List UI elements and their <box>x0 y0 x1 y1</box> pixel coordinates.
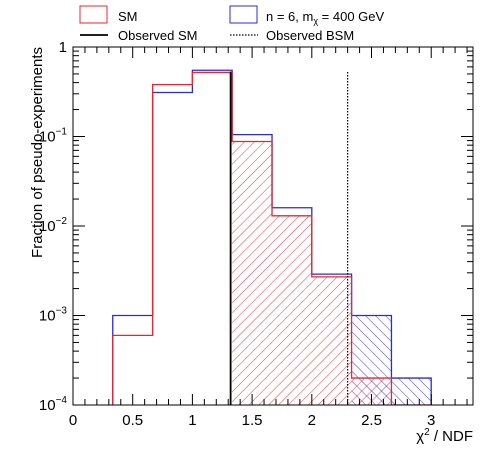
x-tick-label: 2.5 <box>361 412 382 429</box>
legend: SM n = 6, mχ = 400 GeV Observed SM Obser… <box>79 5 385 43</box>
legend-item-bsm: n = 6, mχ = 400 GeV <box>229 5 385 26</box>
x-tick-label: 1.5 <box>242 412 263 429</box>
legend-swatch-sm <box>79 5 108 24</box>
observed-lines <box>229 71 349 405</box>
x-tick-label: 0 <box>69 412 77 429</box>
y-tick-label: 10−4 <box>39 395 68 414</box>
hatch-fill-series-1-bin-6 <box>351 315 392 405</box>
hatch-fill-series-0-bin-3 <box>232 141 273 405</box>
legend-swatch-bsm <box>229 5 258 24</box>
y-tick-label: 10−1 <box>39 127 68 146</box>
hatch-fill-series-1-bin-7 <box>391 378 432 405</box>
x-tick-label: 0.5 <box>122 412 143 429</box>
y-axis-title: Fraction of pseudo-experiments <box>29 47 46 258</box>
legend-label-observed-bsm: Observed BSM <box>266 28 354 43</box>
plot-area <box>112 69 432 405</box>
legend-item-sm: SM <box>79 5 138 24</box>
legend-label-bsm: n = 6, mχ = 400 GeV <box>266 9 385 26</box>
x-tick-label: 3 <box>427 412 435 429</box>
y-tick-label: 10−3 <box>39 306 68 325</box>
axes: 0 0.5 1 1.5 2 2.5 3 10−4 10−3 10−2 10−1 1 <box>39 39 474 429</box>
y-tick-label: 1 <box>59 39 67 56</box>
x-axis-title: χ2 / NDF <box>416 427 473 445</box>
legend-item-observed-sm: Observed SM <box>80 28 197 43</box>
histogram-series-0 <box>112 71 432 405</box>
legend-item-observed-bsm: Observed BSM <box>230 28 354 43</box>
x-tick-label: 2 <box>308 412 316 429</box>
hatch-fill-series-0-bin-5 <box>311 276 352 405</box>
y-tick-label: 10−2 <box>39 216 68 235</box>
legend-label-sm: SM <box>118 9 138 24</box>
hatch-fill-series-0-bin-4 <box>272 215 312 405</box>
legend-label-observed-sm: Observed SM <box>118 28 197 43</box>
x-tick-label: 1 <box>188 412 196 429</box>
